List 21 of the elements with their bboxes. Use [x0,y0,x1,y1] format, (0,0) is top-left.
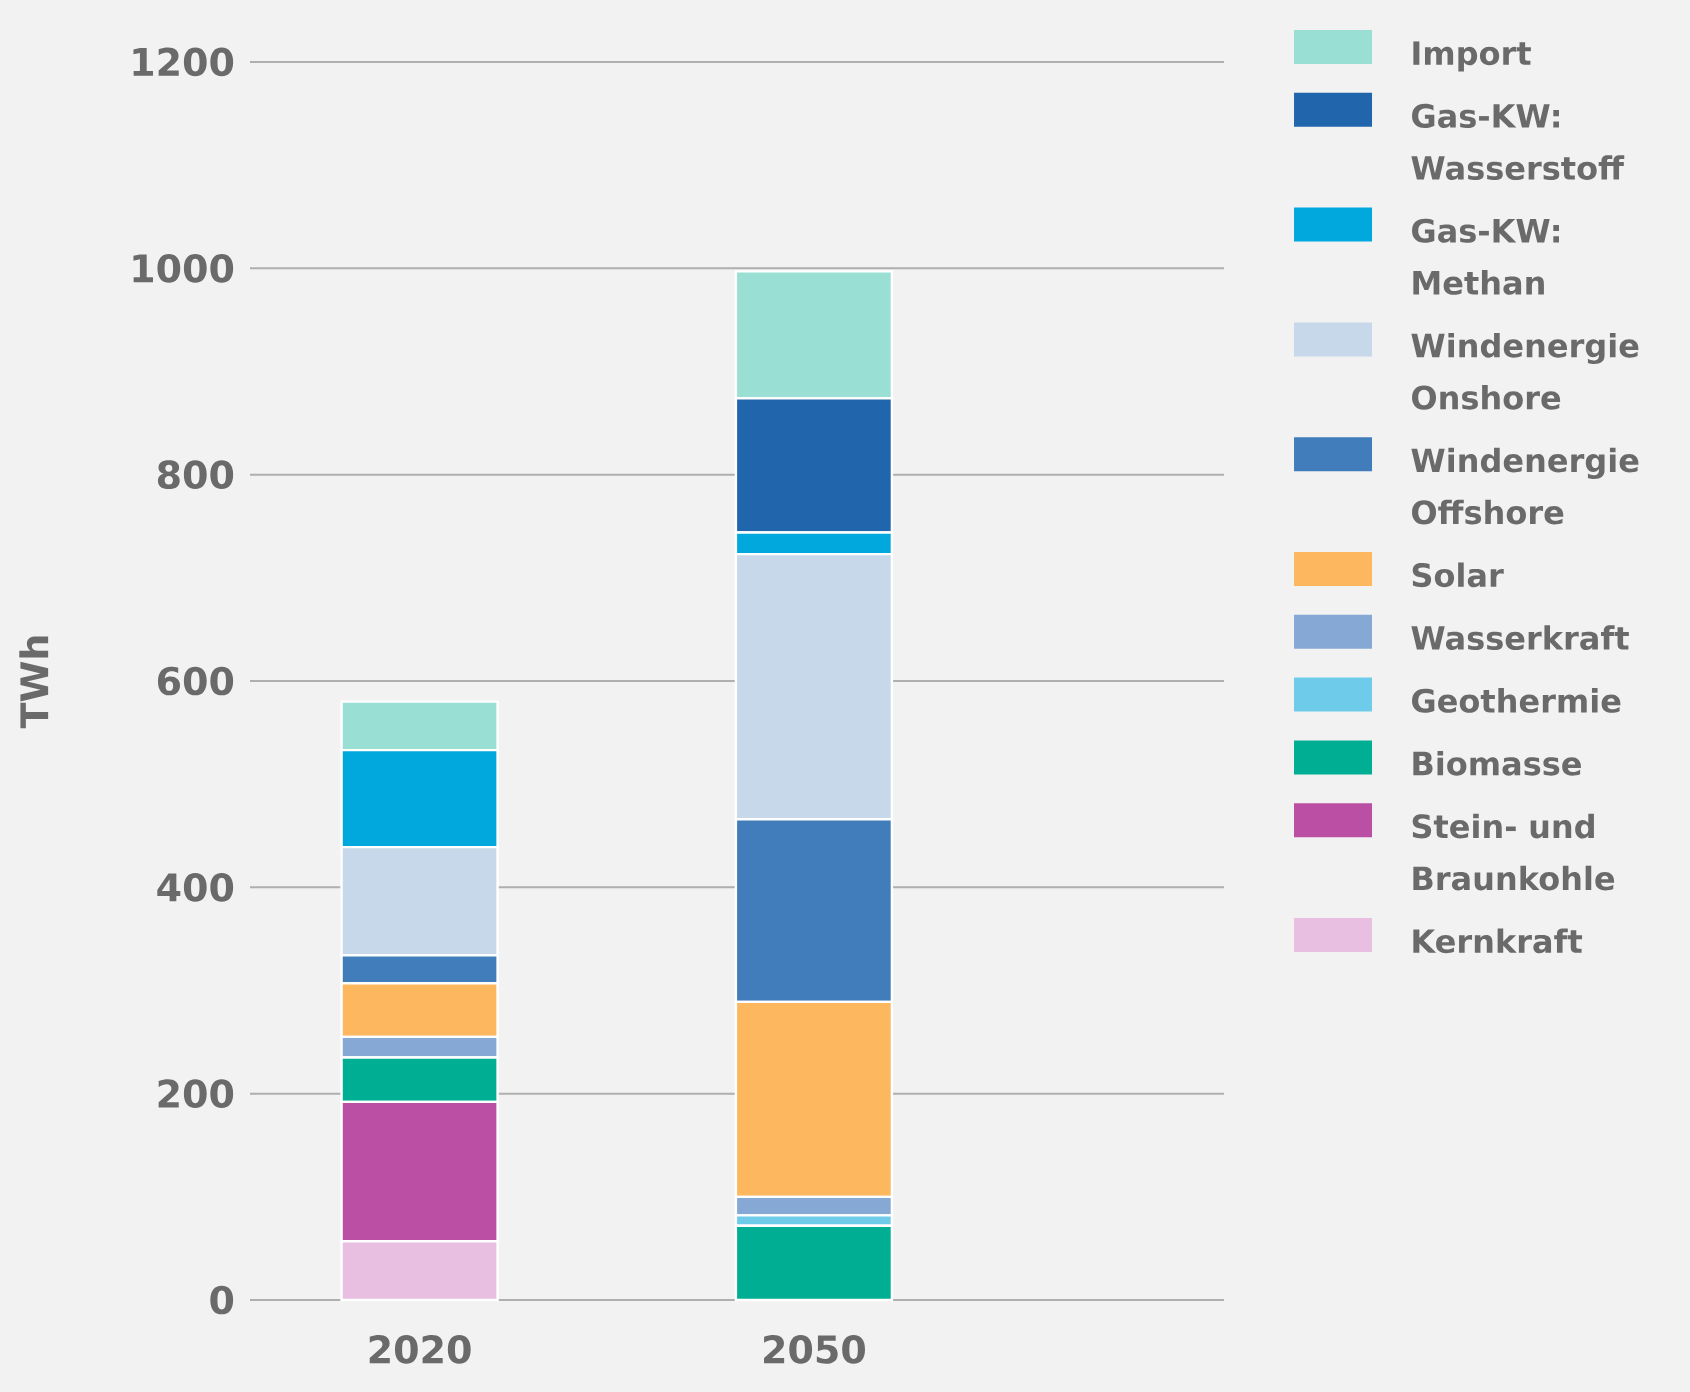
legend-label: Import [1413,41,1531,72]
y-tick-label: 200 [158,1079,234,1109]
y-tick-label: 400 [157,872,234,902]
y-axis-title: TWh [19,636,49,729]
x-tick-label: 2050 [764,1335,865,1364]
legend-label: Geothermie [1412,688,1621,713]
y-tick-label: 600 [157,666,234,696]
legend-label: Solar [1412,562,1504,588]
legend-label: Stein- und Braunkohle [1412,813,1615,891]
legend-label: Gas-KW: Methan [1412,218,1559,295]
y-tick-label: 800 [157,460,234,490]
legend-label: Windenergie Onshore [1411,332,1639,410]
y-tick-label: 1000 [133,253,234,283]
x-tick-label: 2020 [369,1335,471,1364]
y-tick-label: 1200 [133,47,234,77]
y-tick-label: 0 [210,1285,234,1315]
legend-label: Wasserkraft [1411,625,1629,651]
legend-label: Windenergie Offshore [1411,447,1639,525]
legend-label: Kernkraft [1413,928,1583,954]
legend-label: Gas-KW: Wasserstoff [1411,103,1625,181]
legend-label: Biomasse [1413,750,1581,776]
